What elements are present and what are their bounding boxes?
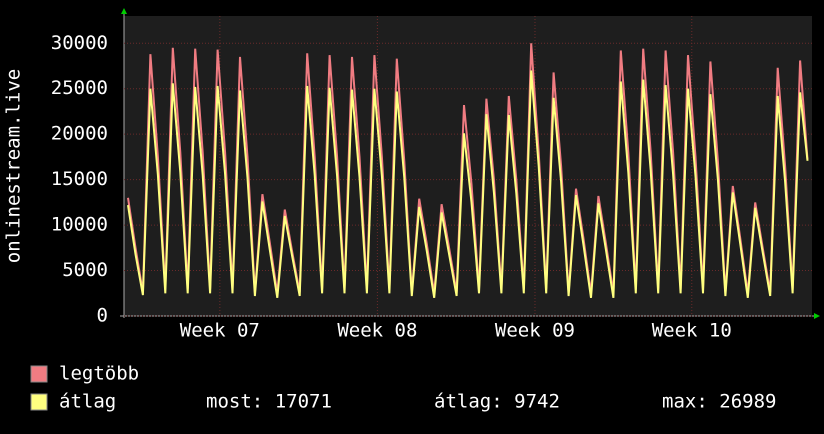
x-tick-label: Week 07: [180, 320, 260, 342]
y-tick-label: 15000: [51, 168, 108, 190]
stat-label: most:: [206, 391, 263, 413]
y-tick-label: 20000: [51, 123, 108, 145]
stat-value: 17071: [275, 391, 332, 413]
y-tick-label: 0: [97, 305, 108, 327]
stat-label: max:: [662, 391, 708, 413]
x-arrow: [814, 313, 820, 319]
series-line: [127, 43, 809, 294]
y-arrow: [121, 8, 127, 14]
x-tick-label: Week 10: [652, 320, 732, 342]
series-line: [127, 70, 809, 298]
stat-value: 9742: [514, 391, 560, 413]
y-tick-label: 10000: [51, 214, 108, 236]
y-tick-label: 5000: [62, 259, 108, 281]
x-tick-label: Week 08: [337, 320, 417, 342]
stat-label: átlag:: [434, 391, 503, 413]
legend-swatch: [30, 365, 48, 383]
legend-label: átlag: [59, 391, 116, 413]
y-axis-label: onlinestream.live: [3, 69, 25, 263]
y-tick-label: 30000: [51, 32, 108, 54]
y-tick-label: 25000: [51, 77, 108, 99]
stat-value: 26989: [719, 391, 776, 413]
legend-swatch: [30, 393, 48, 411]
x-tick-label: Week 09: [495, 320, 575, 342]
legend-label: legtöbb: [59, 363, 139, 385]
